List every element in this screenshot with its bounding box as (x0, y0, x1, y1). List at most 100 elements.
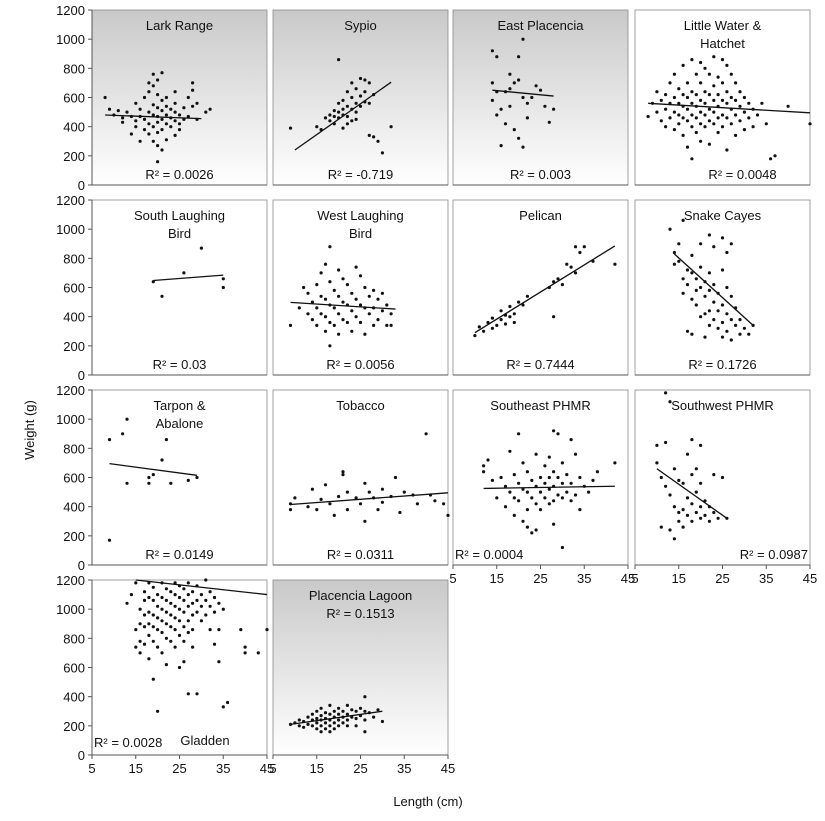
data-point (538, 490, 543, 494)
r-squared-label: R² = 0.7444 (506, 357, 574, 372)
data-point (173, 616, 177, 620)
data-point (707, 288, 712, 292)
trend-line (648, 102, 811, 114)
data-point (358, 320, 363, 325)
data-point (367, 312, 371, 316)
data-point (350, 708, 354, 712)
data-point (297, 306, 301, 310)
data-point (712, 122, 716, 126)
data-point (293, 496, 297, 500)
data-point (530, 478, 534, 482)
data-point (160, 458, 164, 462)
y-tick-label: 400 (63, 500, 85, 515)
data-point (517, 481, 521, 485)
data-point (716, 116, 720, 120)
data-point (521, 37, 525, 41)
data-point (672, 262, 677, 266)
data-point (358, 104, 363, 108)
x-tick-label: 5 (88, 761, 95, 776)
data-point (319, 271, 323, 275)
data-point (323, 711, 328, 715)
trend-line (656, 468, 728, 519)
data-point (350, 119, 354, 123)
data-point (160, 148, 164, 152)
data-point (690, 90, 694, 94)
data-point (142, 598, 147, 603)
data-point (508, 490, 512, 494)
data-point (734, 113, 738, 117)
data-point (151, 677, 155, 681)
data-point (350, 309, 354, 313)
data-point (685, 452, 690, 456)
panel-title: Sypio (344, 18, 377, 33)
data-point (177, 665, 182, 670)
data-point (716, 75, 720, 79)
data-point (543, 496, 547, 500)
data-point (354, 496, 358, 500)
data-point (354, 265, 358, 269)
data-point (543, 464, 547, 468)
data-point (107, 107, 112, 111)
data-point (160, 98, 164, 102)
data-point (734, 323, 738, 327)
data-point (350, 81, 354, 85)
data-point (725, 329, 729, 333)
data-point (147, 132, 151, 136)
data-point (156, 616, 160, 620)
data-point (556, 475, 560, 480)
data-point (690, 253, 694, 257)
data-point (142, 625, 147, 629)
data-point (547, 487, 551, 491)
data-point (499, 107, 503, 111)
data-point (668, 528, 672, 532)
data-point (372, 288, 376, 292)
data-point (664, 125, 668, 129)
data-point (367, 81, 371, 85)
data-point (191, 88, 195, 92)
data-point (142, 613, 147, 617)
data-point (332, 306, 336, 310)
panel-title: Bird (349, 226, 372, 241)
data-point (147, 595, 151, 600)
data-point (332, 709, 336, 713)
data-point (521, 95, 525, 100)
panel-title: Southwest PHMR (671, 398, 774, 413)
data-point (677, 510, 681, 515)
data-point (569, 265, 573, 269)
data-point (552, 280, 556, 284)
data-point (712, 245, 716, 249)
data-point (720, 268, 725, 272)
data-point (729, 294, 733, 298)
data-point (134, 119, 138, 123)
data-point (512, 496, 516, 500)
data-point (703, 66, 707, 70)
data-point (315, 323, 319, 327)
data-point (208, 590, 212, 594)
data-point (160, 607, 164, 611)
data-point (332, 288, 336, 292)
data-point (217, 628, 221, 632)
data-point (239, 628, 243, 632)
trend-line (290, 710, 383, 726)
data-point (310, 724, 314, 728)
data-point (734, 81, 738, 85)
data-point (755, 113, 760, 117)
data-point (337, 332, 341, 336)
data-point (747, 101, 751, 105)
data-point (367, 101, 371, 105)
data-point (164, 622, 168, 626)
data-point (151, 72, 155, 76)
data-point (243, 645, 247, 649)
data-point (699, 516, 703, 520)
data-point (134, 101, 138, 105)
data-point (525, 470, 530, 474)
data-point (725, 63, 729, 67)
x-tick-label: 25 (533, 571, 547, 586)
data-point (341, 473, 345, 477)
panel-south-laughing-bird: 0 200 400 600 800 1000 1200 South Laughing Bird R… (56, 193, 268, 383)
data-point (703, 125, 707, 129)
data-point (552, 107, 556, 111)
data-point (129, 593, 133, 597)
data-point (156, 93, 160, 97)
data-point (315, 508, 319, 512)
